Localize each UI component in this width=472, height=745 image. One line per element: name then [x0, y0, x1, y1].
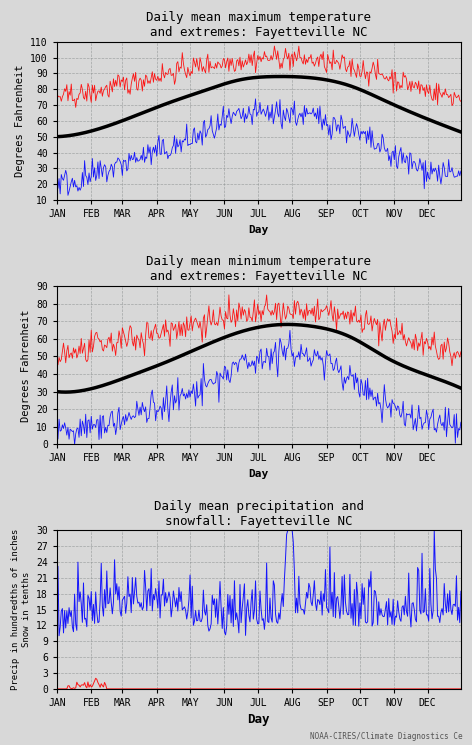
Title: Daily mean maximum temperature
and extremes: Fayetteville NC: Daily mean maximum temperature and extre…	[146, 11, 371, 39]
Y-axis label: Degrees Fahrenheit: Degrees Fahrenheit	[15, 65, 25, 177]
Y-axis label: Degrees Fahrenheit: Degrees Fahrenheit	[20, 309, 31, 422]
Title: Daily mean minimum temperature
and extremes: Fayetteville NC: Daily mean minimum temperature and extre…	[146, 256, 371, 284]
X-axis label: Day: Day	[249, 225, 269, 235]
Y-axis label: Precip in hundredths of inches
Snow in tenths: Precip in hundredths of inches Snow in t…	[11, 529, 31, 691]
X-axis label: Day: Day	[248, 714, 270, 726]
Text: NOAA-CIRES/Climate Diagnostics Ce: NOAA-CIRES/Climate Diagnostics Ce	[310, 732, 463, 741]
Title: Daily mean precipitation and
snowfall: Fayetteville NC: Daily mean precipitation and snowfall: F…	[154, 500, 364, 528]
X-axis label: Day: Day	[249, 469, 269, 479]
